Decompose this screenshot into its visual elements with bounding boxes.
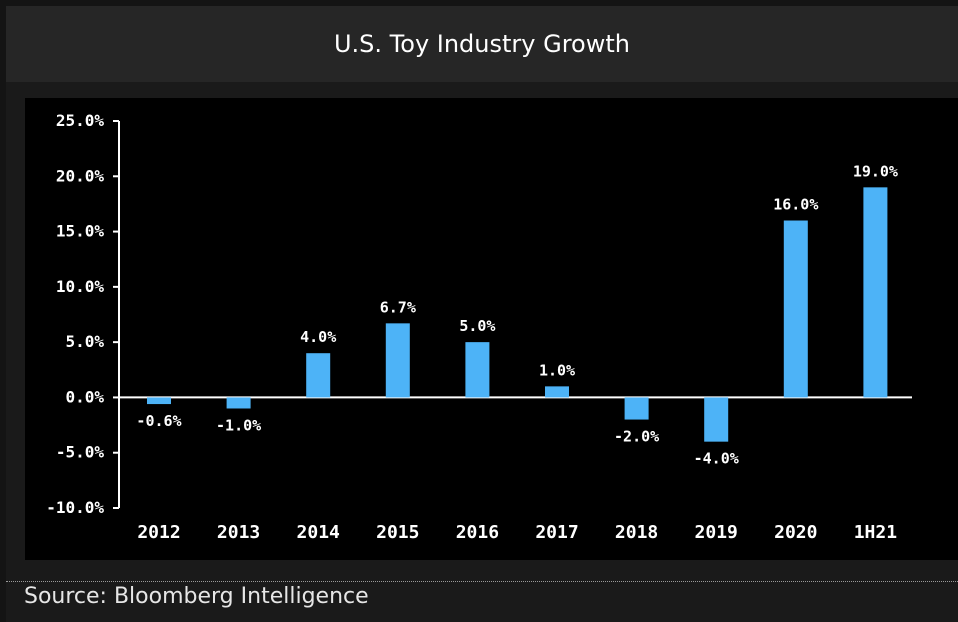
bar	[624, 397, 649, 420]
data-label: -4.0%	[694, 450, 739, 468]
y-tick-label: 15.0%	[56, 222, 105, 241]
x-tick-label: 2016	[456, 522, 499, 543]
x-tick-label: 2017	[535, 522, 578, 543]
data-label: 19.0%	[853, 162, 898, 180]
y-tick-label: -5.0%	[56, 443, 105, 462]
x-tick-label: 2015	[376, 522, 419, 543]
data-label: 5.0%	[459, 317, 495, 335]
data-label: 6.7%	[380, 298, 416, 316]
bar	[226, 397, 251, 409]
bar	[306, 353, 331, 398]
bar	[545, 386, 569, 398]
bar	[147, 397, 171, 405]
data-label: -1.0%	[216, 416, 261, 434]
data-label: -2.0%	[614, 428, 659, 446]
bar	[385, 323, 410, 398]
x-tick-label: 2012	[137, 522, 180, 543]
labels: 25.0% 20.0% 15.0% 10.0% 5.0% 0.0% -5.0% -10.0% 2…	[46, 111, 898, 543]
bars	[147, 187, 888, 442]
bar	[704, 397, 729, 442]
x-tick-label: 2014	[297, 522, 341, 543]
data-label: -0.6%	[136, 412, 181, 430]
source-note: Source: Bloomberg Intelligence	[24, 584, 369, 609]
bar	[863, 187, 888, 398]
y-tick-label: 25.0%	[56, 111, 105, 130]
y-tick-label: 5.0%	[65, 332, 104, 351]
data-label: 4.0%	[300, 328, 336, 346]
y-tick-label: 0.0%	[65, 387, 104, 406]
source-divider	[6, 581, 958, 582]
bar	[783, 220, 808, 398]
bar	[465, 342, 490, 398]
y-tick-label: -10.0%	[46, 498, 104, 517]
axes	[113, 120, 912, 509]
x-tick-label: 1H21	[854, 522, 897, 543]
x-tick-label: 2013	[217, 522, 260, 543]
data-label: 1.0%	[539, 361, 575, 379]
x-tick-label: 2018	[615, 522, 658, 543]
y-tick-label: 10.0%	[56, 277, 105, 296]
y-tick-label: 20.0%	[56, 166, 105, 185]
chart-title: U.S. Toy Industry Growth	[6, 6, 958, 82]
x-tick-label: 2019	[695, 522, 738, 543]
x-tick-label: 2020	[774, 522, 817, 543]
data-label: 16.0%	[773, 196, 818, 214]
